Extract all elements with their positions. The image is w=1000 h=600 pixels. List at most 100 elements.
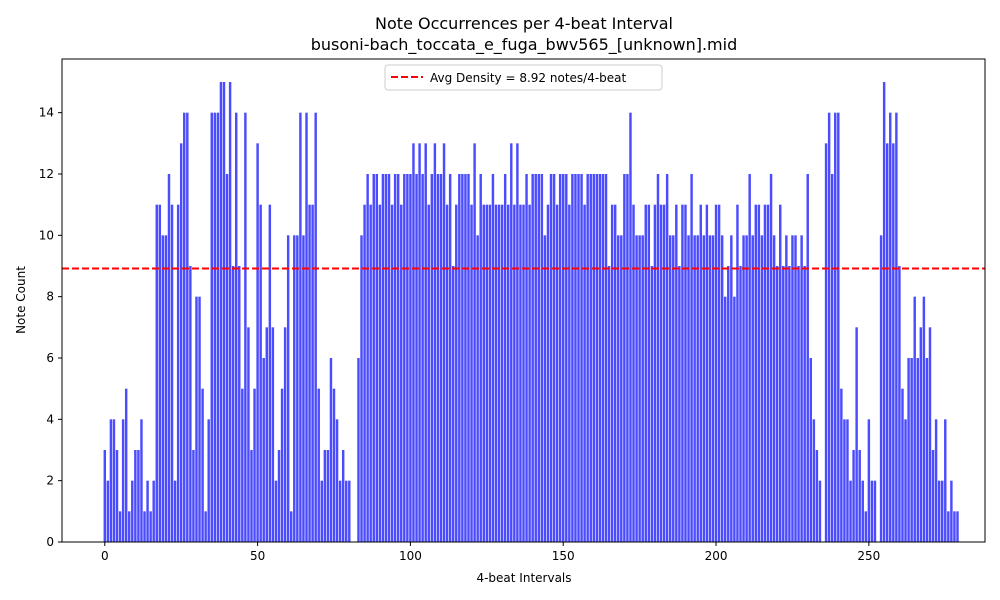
bar bbox=[699, 204, 702, 543]
bar bbox=[589, 174, 592, 542]
x-tick-label: 200 bbox=[705, 549, 728, 563]
bar bbox=[647, 204, 651, 543]
bar bbox=[476, 235, 479, 542]
bar bbox=[922, 296, 926, 542]
bar bbox=[864, 511, 868, 542]
bar bbox=[259, 204, 262, 543]
bar bbox=[730, 235, 733, 542]
bar bbox=[858, 450, 861, 542]
bar bbox=[152, 480, 155, 542]
bar bbox=[250, 450, 253, 542]
bar bbox=[895, 112, 898, 543]
bar bbox=[950, 480, 953, 542]
bar bbox=[907, 358, 910, 542]
bar bbox=[687, 235, 690, 542]
bar bbox=[944, 419, 947, 542]
bar bbox=[684, 204, 687, 543]
bar bbox=[846, 419, 849, 542]
bar bbox=[192, 450, 195, 542]
bar bbox=[271, 327, 275, 542]
bar bbox=[124, 388, 128, 542]
bar bbox=[268, 204, 272, 543]
bar bbox=[714, 204, 718, 543]
bar bbox=[345, 480, 348, 542]
bar bbox=[632, 204, 635, 543]
bar bbox=[320, 480, 324, 542]
bar bbox=[403, 174, 406, 542]
bar bbox=[782, 266, 785, 542]
bar bbox=[366, 174, 369, 542]
bar bbox=[176, 204, 180, 543]
bar bbox=[412, 143, 415, 542]
bar bbox=[308, 204, 311, 543]
bar bbox=[580, 174, 583, 542]
bar bbox=[225, 174, 229, 542]
bar bbox=[803, 266, 806, 542]
bar bbox=[586, 174, 589, 542]
bar bbox=[916, 358, 919, 542]
bar bbox=[378, 204, 382, 543]
bar bbox=[861, 480, 864, 542]
bar bbox=[696, 235, 699, 542]
bar bbox=[461, 174, 464, 542]
bar bbox=[436, 174, 440, 542]
y-tick-label: 6 bbox=[46, 351, 54, 365]
bar bbox=[693, 235, 696, 542]
bar bbox=[543, 235, 547, 542]
bar bbox=[448, 174, 452, 542]
bar bbox=[302, 235, 305, 542]
bar bbox=[882, 82, 886, 542]
bar bbox=[497, 204, 501, 543]
legend-box bbox=[384, 64, 663, 91]
bar bbox=[809, 358, 813, 542]
bar bbox=[207, 419, 210, 542]
bar bbox=[458, 174, 461, 542]
bar bbox=[708, 235, 712, 542]
bar bbox=[409, 174, 412, 542]
bar bbox=[797, 266, 800, 542]
bar bbox=[161, 235, 165, 542]
bar bbox=[577, 174, 580, 542]
bar bbox=[430, 174, 434, 542]
bar bbox=[488, 204, 492, 543]
bar bbox=[720, 235, 724, 542]
bar bbox=[623, 174, 626, 542]
bar bbox=[393, 174, 397, 542]
bar bbox=[672, 235, 675, 542]
bar bbox=[179, 143, 183, 542]
bar bbox=[445, 204, 449, 543]
bar bbox=[840, 388, 843, 542]
bar bbox=[332, 388, 336, 542]
bar bbox=[925, 358, 929, 542]
bar bbox=[592, 174, 596, 542]
bar bbox=[727, 266, 730, 542]
legend-label: Avg Density = 8.92 notes/4-beat bbox=[430, 71, 627, 85]
bar bbox=[555, 204, 559, 543]
bar bbox=[522, 204, 525, 543]
x-tick-label: 50 bbox=[250, 549, 265, 563]
bar bbox=[837, 112, 840, 543]
bar bbox=[690, 174, 693, 542]
bar bbox=[396, 174, 400, 542]
bar bbox=[121, 419, 125, 542]
bar bbox=[155, 204, 158, 543]
bar bbox=[360, 235, 363, 542]
bar bbox=[305, 112, 308, 543]
bar bbox=[879, 235, 883, 542]
bar bbox=[189, 266, 192, 542]
bar bbox=[772, 235, 776, 542]
bar bbox=[901, 388, 904, 542]
bar bbox=[296, 235, 299, 542]
bar bbox=[510, 143, 513, 542]
bar bbox=[253, 388, 256, 542]
bar bbox=[849, 480, 852, 542]
bar bbox=[103, 450, 107, 542]
bar bbox=[317, 388, 320, 542]
bar bbox=[834, 112, 837, 543]
bar bbox=[158, 204, 162, 543]
bar bbox=[717, 204, 721, 543]
bar bbox=[785, 235, 788, 542]
bar bbox=[928, 327, 932, 542]
bar bbox=[748, 174, 751, 542]
bar bbox=[427, 204, 430, 543]
